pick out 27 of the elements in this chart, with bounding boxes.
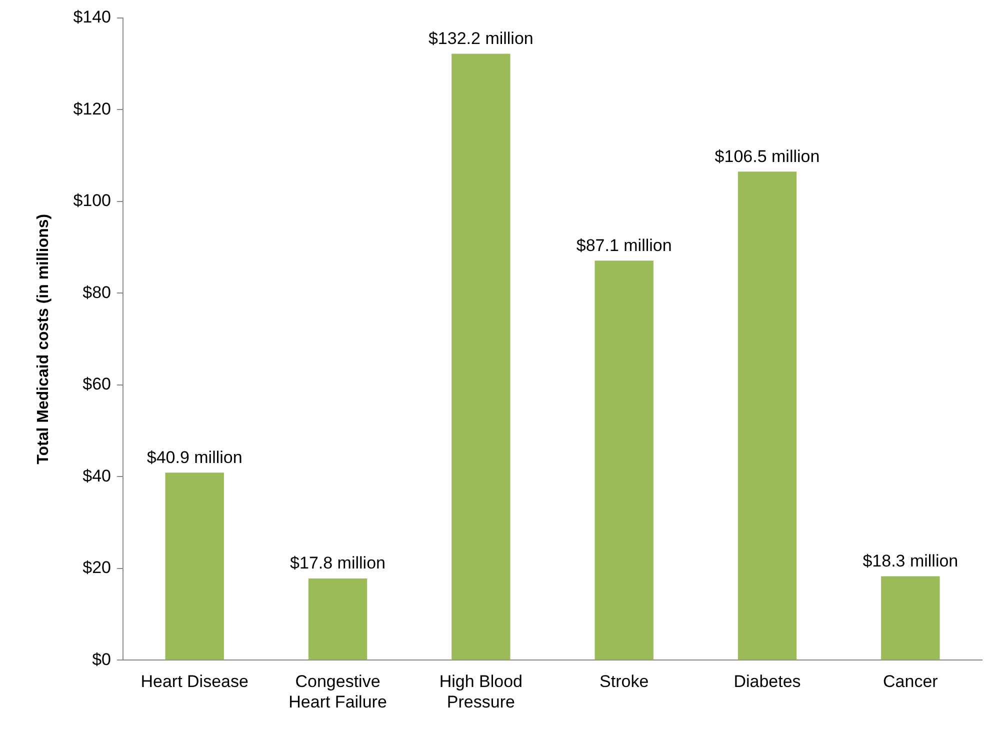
data-label: $40.9 million bbox=[146, 448, 242, 467]
data-label: $17.8 million bbox=[290, 554, 386, 573]
bar bbox=[738, 172, 797, 660]
x-tick-label: Cancer bbox=[883, 672, 938, 692]
data-label: $106.5 million bbox=[714, 146, 820, 166]
x-tick-label: Stroke bbox=[600, 672, 649, 692]
data-label: $132.2 million bbox=[428, 28, 534, 48]
data-label: $87.1 million bbox=[576, 236, 672, 255]
data-label: $18.3 million bbox=[862, 551, 958, 570]
bar bbox=[452, 54, 510, 660]
y-tick-label: $60 bbox=[82, 374, 112, 394]
y-tick-label: $100 bbox=[73, 191, 112, 210]
y-tick-label: $40 bbox=[82, 466, 112, 486]
y-tick-label: $0 bbox=[92, 650, 112, 669]
y-axis-title: Total Medicaid costs (in millions) bbox=[35, 214, 52, 464]
x-tick-label: Congestive Heart Failure bbox=[288, 672, 387, 712]
bar bbox=[308, 578, 368, 660]
x-tick-label: High Blood Pressure bbox=[439, 672, 523, 712]
x-tick-label: Diabetes bbox=[734, 672, 801, 692]
bar bbox=[594, 260, 654, 660]
y-tick-label: $120 bbox=[73, 99, 112, 118]
x-tick-label: Heart Disease bbox=[140, 672, 248, 692]
y-tick-label: $20 bbox=[82, 558, 112, 578]
bar bbox=[165, 472, 224, 660]
bar bbox=[881, 576, 940, 660]
y-tick-label: $80 bbox=[82, 282, 112, 302]
y-tick-label: $140 bbox=[73, 8, 112, 27]
